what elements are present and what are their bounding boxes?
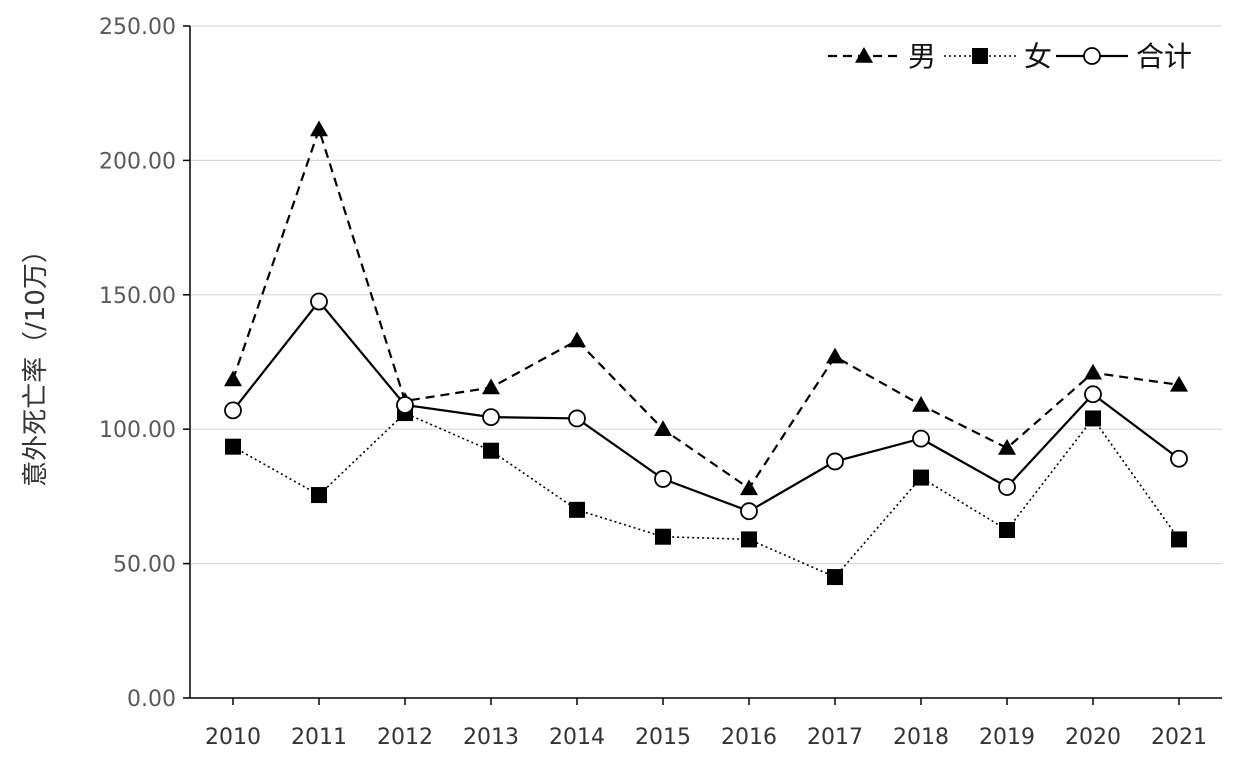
data-point (310, 120, 328, 137)
data-point (1084, 363, 1102, 380)
data-point (740, 479, 758, 496)
data-point (568, 331, 586, 348)
data-point (913, 469, 929, 486)
x-tick-label: 2010 (205, 725, 261, 750)
data-point (654, 470, 672, 488)
legend-label: 合计 (1136, 40, 1192, 73)
x-tick-label: 2014 (549, 725, 605, 750)
y-axis-ticks: 0.00 50.00 100.00 150.00 200.00 250.00 (99, 15, 176, 712)
x-tick-label: 2013 (463, 725, 519, 750)
x-tick-label: 2012 (377, 725, 433, 750)
y-tick-label: 50.00 (113, 553, 176, 578)
data-point (912, 429, 930, 448)
data-point (482, 378, 500, 395)
data-point (311, 487, 327, 504)
data-point (224, 401, 242, 420)
data-point (1085, 410, 1101, 427)
series-layer (224, 120, 1188, 586)
y-tick-label: 100.00 (99, 418, 176, 443)
x-tick-label: 2011 (291, 725, 347, 750)
y-axis-label: 意外死亡率（/10万） (21, 237, 51, 487)
data-point (1170, 449, 1188, 468)
legend-item: 合计 (1056, 40, 1192, 73)
x-tick-label: 2016 (721, 725, 777, 750)
data-point (740, 502, 758, 521)
legend-marker (1083, 47, 1101, 65)
data-point (482, 408, 500, 427)
x-tick-label: 2017 (807, 725, 863, 750)
data-point (912, 396, 930, 412)
series-3 (224, 292, 1188, 521)
x-axis-ticks: 2010 2011 2012 2013 2014 2015 2016 2017 2018 2019… (205, 698, 1207, 750)
x-tick-label: 2020 (1065, 725, 1121, 750)
y-tick-label: 0.00 (127, 687, 176, 712)
data-point (1084, 385, 1102, 404)
y-tick-label: 200.00 (99, 149, 176, 174)
series-line (231, 125, 1180, 490)
legend-label: 女 (1024, 40, 1052, 73)
data-point (310, 292, 328, 311)
series-line (232, 299, 1180, 513)
data-point (569, 501, 585, 518)
data-point (225, 438, 241, 455)
data-point (827, 569, 843, 586)
data-point (224, 370, 242, 387)
grid-lines (190, 25, 1222, 565)
series-1 (224, 120, 1188, 496)
data-point (396, 396, 414, 414)
data-point (741, 531, 757, 548)
legend-marker (855, 47, 873, 63)
y-tick-label: 150.00 (99, 284, 176, 309)
series-line (232, 412, 1180, 579)
data-point (998, 439, 1016, 455)
axes (183, 25, 1222, 699)
data-point (1170, 375, 1188, 392)
legend-marker (972, 48, 988, 64)
legend-item: 男 (828, 40, 936, 73)
x-tick-label: 2021 (1151, 725, 1207, 750)
data-point (826, 347, 844, 364)
data-point (999, 522, 1015, 538)
x-tick-label: 2018 (893, 725, 949, 750)
x-tick-label: 2015 (635, 725, 691, 750)
y-tick-label: 250.00 (99, 15, 176, 40)
data-point (655, 528, 671, 545)
data-point (826, 452, 844, 471)
data-point (483, 442, 499, 459)
legend-item: 女 (944, 40, 1052, 73)
legend-label: 男 (908, 40, 936, 73)
x-tick-label: 2019 (979, 725, 1035, 750)
data-point (654, 420, 672, 436)
data-point (568, 409, 586, 428)
data-point (998, 478, 1016, 496)
data-point (1171, 531, 1187, 548)
legend: 男 女 合计 (828, 40, 1192, 73)
